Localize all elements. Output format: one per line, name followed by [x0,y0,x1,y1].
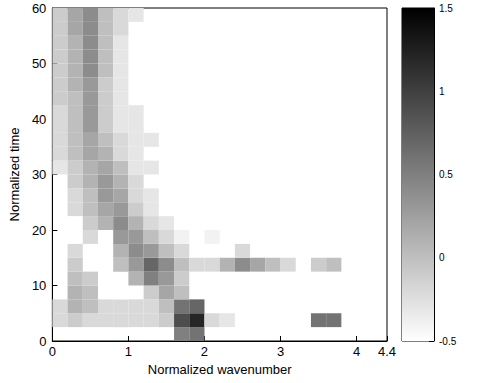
svg-text:10: 10 [32,278,46,293]
svg-text:0: 0 [49,344,56,359]
svg-text:0: 0 [39,334,46,349]
svg-text:50: 50 [32,56,46,71]
svg-text:1: 1 [439,86,445,97]
svg-text:0: 0 [439,252,445,263]
svg-text:0.5: 0.5 [439,169,453,180]
svg-text:60: 60 [32,1,46,16]
svg-text:1: 1 [125,344,132,359]
svg-text:40: 40 [32,112,46,127]
svg-text:4.4: 4.4 [378,344,396,359]
svg-text:3: 3 [277,344,284,359]
svg-text:Normalized wavenumber: Normalized wavenumber [148,362,292,377]
svg-text:Normalized time: Normalized time [7,128,22,222]
svg-text:-0.5: -0.5 [439,336,457,347]
svg-text:1.5: 1.5 [439,3,453,14]
svg-text:20: 20 [32,223,46,238]
svg-text:2: 2 [201,344,208,359]
svg-text:30: 30 [32,167,46,182]
svg-text:4: 4 [353,344,360,359]
